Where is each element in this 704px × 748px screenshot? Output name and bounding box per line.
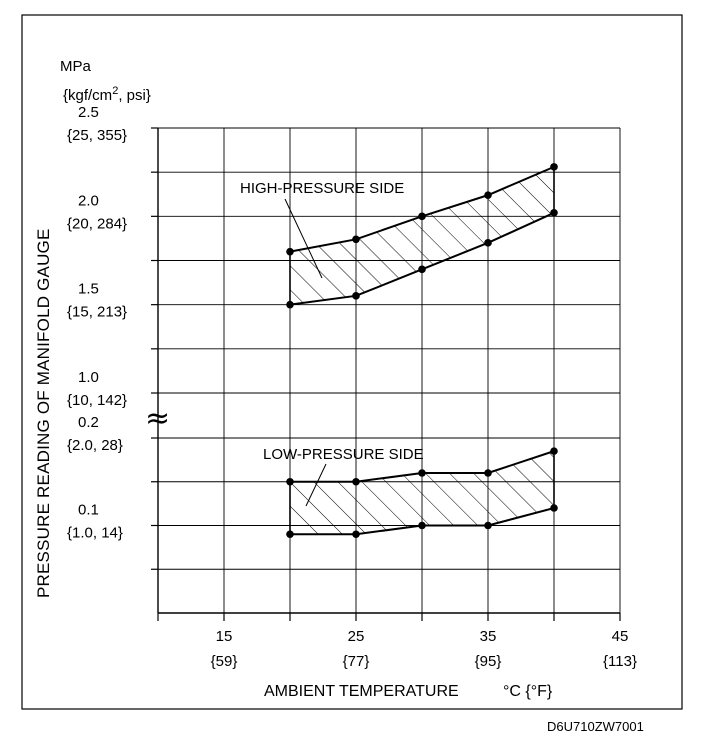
x-tick-label: 35 bbox=[480, 628, 497, 645]
y-tick-sublabel: {10, 142} bbox=[67, 392, 127, 409]
x-tick-sublabel: {95} bbox=[475, 653, 502, 670]
data-point bbox=[550, 209, 558, 217]
y-tick-sublabel: {2.0, 28} bbox=[67, 437, 123, 454]
leader-lines bbox=[284, 198, 327, 507]
figure-code: D6U710ZW7001 bbox=[547, 719, 644, 734]
x-tick-label: 45 bbox=[612, 628, 629, 645]
figure-frame bbox=[21, 14, 683, 710]
y-tick-label: 0.2 bbox=[78, 414, 99, 431]
y-unit-kgf: {kgf/cm2, psi} bbox=[63, 85, 151, 104]
series-band-fill bbox=[290, 451, 554, 535]
data-point bbox=[286, 530, 294, 539]
data-point bbox=[418, 521, 426, 530]
data-point bbox=[484, 239, 492, 247]
x-tick-sublabel: {77} bbox=[343, 653, 370, 670]
y-unit-superscript: 2 bbox=[112, 85, 118, 97]
data-point bbox=[286, 477, 294, 486]
series-band-fill bbox=[290, 166, 554, 305]
y-tick-sublabel: {15, 213} bbox=[67, 304, 127, 321]
axes bbox=[151, 127, 621, 621]
x-tick-sublabel: {59} bbox=[211, 653, 238, 670]
data-points bbox=[286, 163, 558, 539]
y-unit-kgf-text: {kgf/cm bbox=[63, 87, 112, 104]
data-point bbox=[352, 477, 360, 486]
data-point bbox=[418, 469, 426, 477]
y-tick-label: 1.0 bbox=[78, 369, 99, 386]
data-point bbox=[418, 212, 426, 221]
data-point bbox=[550, 163, 558, 171]
data-point bbox=[352, 235, 360, 244]
y-tick-sublabel: {25, 355} bbox=[67, 127, 127, 144]
x-axis-title: AMBIENT TEMPERATURE bbox=[264, 683, 459, 700]
x-tick-sublabel: {113} bbox=[603, 653, 637, 670]
y-tick-label: 2.0 bbox=[78, 192, 99, 209]
data-point bbox=[550, 504, 558, 512]
data-point bbox=[352, 530, 360, 539]
high-pressure-leader bbox=[284, 198, 323, 279]
y-unit-mpa: MPa bbox=[60, 58, 92, 75]
data-point bbox=[286, 300, 294, 309]
y-tick-sublabel: {20, 284} bbox=[67, 215, 127, 232]
data-point bbox=[550, 447, 558, 455]
data-point bbox=[484, 521, 492, 530]
high-pressure-label: HIGH-PRESSURE SIDE bbox=[240, 180, 404, 197]
low-pressure-leader bbox=[305, 463, 327, 507]
x-axis-unit: °C {°F} bbox=[503, 683, 553, 700]
data-point bbox=[484, 469, 492, 477]
x-tick-label: 25 bbox=[348, 628, 365, 645]
axis-break-marker: ≈ bbox=[145, 401, 170, 436]
tick-labels: 2.5 {25, 355} 2.0 {20, 284} 1.5 {15, 213} 1.0 {… bbox=[67, 104, 637, 670]
y-unit-psi: , psi} bbox=[118, 87, 151, 104]
x-tick-label: 15 bbox=[216, 628, 233, 645]
y-tick-label: 1.5 bbox=[78, 281, 99, 298]
y-tick-label: 2.5 bbox=[78, 104, 99, 121]
y-axis-title: PRESSURE READING OF MANIFOLD GAUGE bbox=[34, 228, 53, 598]
y-tick-label: 0.1 bbox=[78, 502, 99, 519]
y-tick-sublabel: {1.0, 14} bbox=[67, 525, 123, 542]
data-point bbox=[484, 191, 492, 199]
data-point bbox=[418, 265, 426, 274]
data-point bbox=[286, 247, 294, 256]
data-point bbox=[352, 292, 360, 300]
low-pressure-label: LOW-PRESSURE SIDE bbox=[263, 446, 424, 463]
